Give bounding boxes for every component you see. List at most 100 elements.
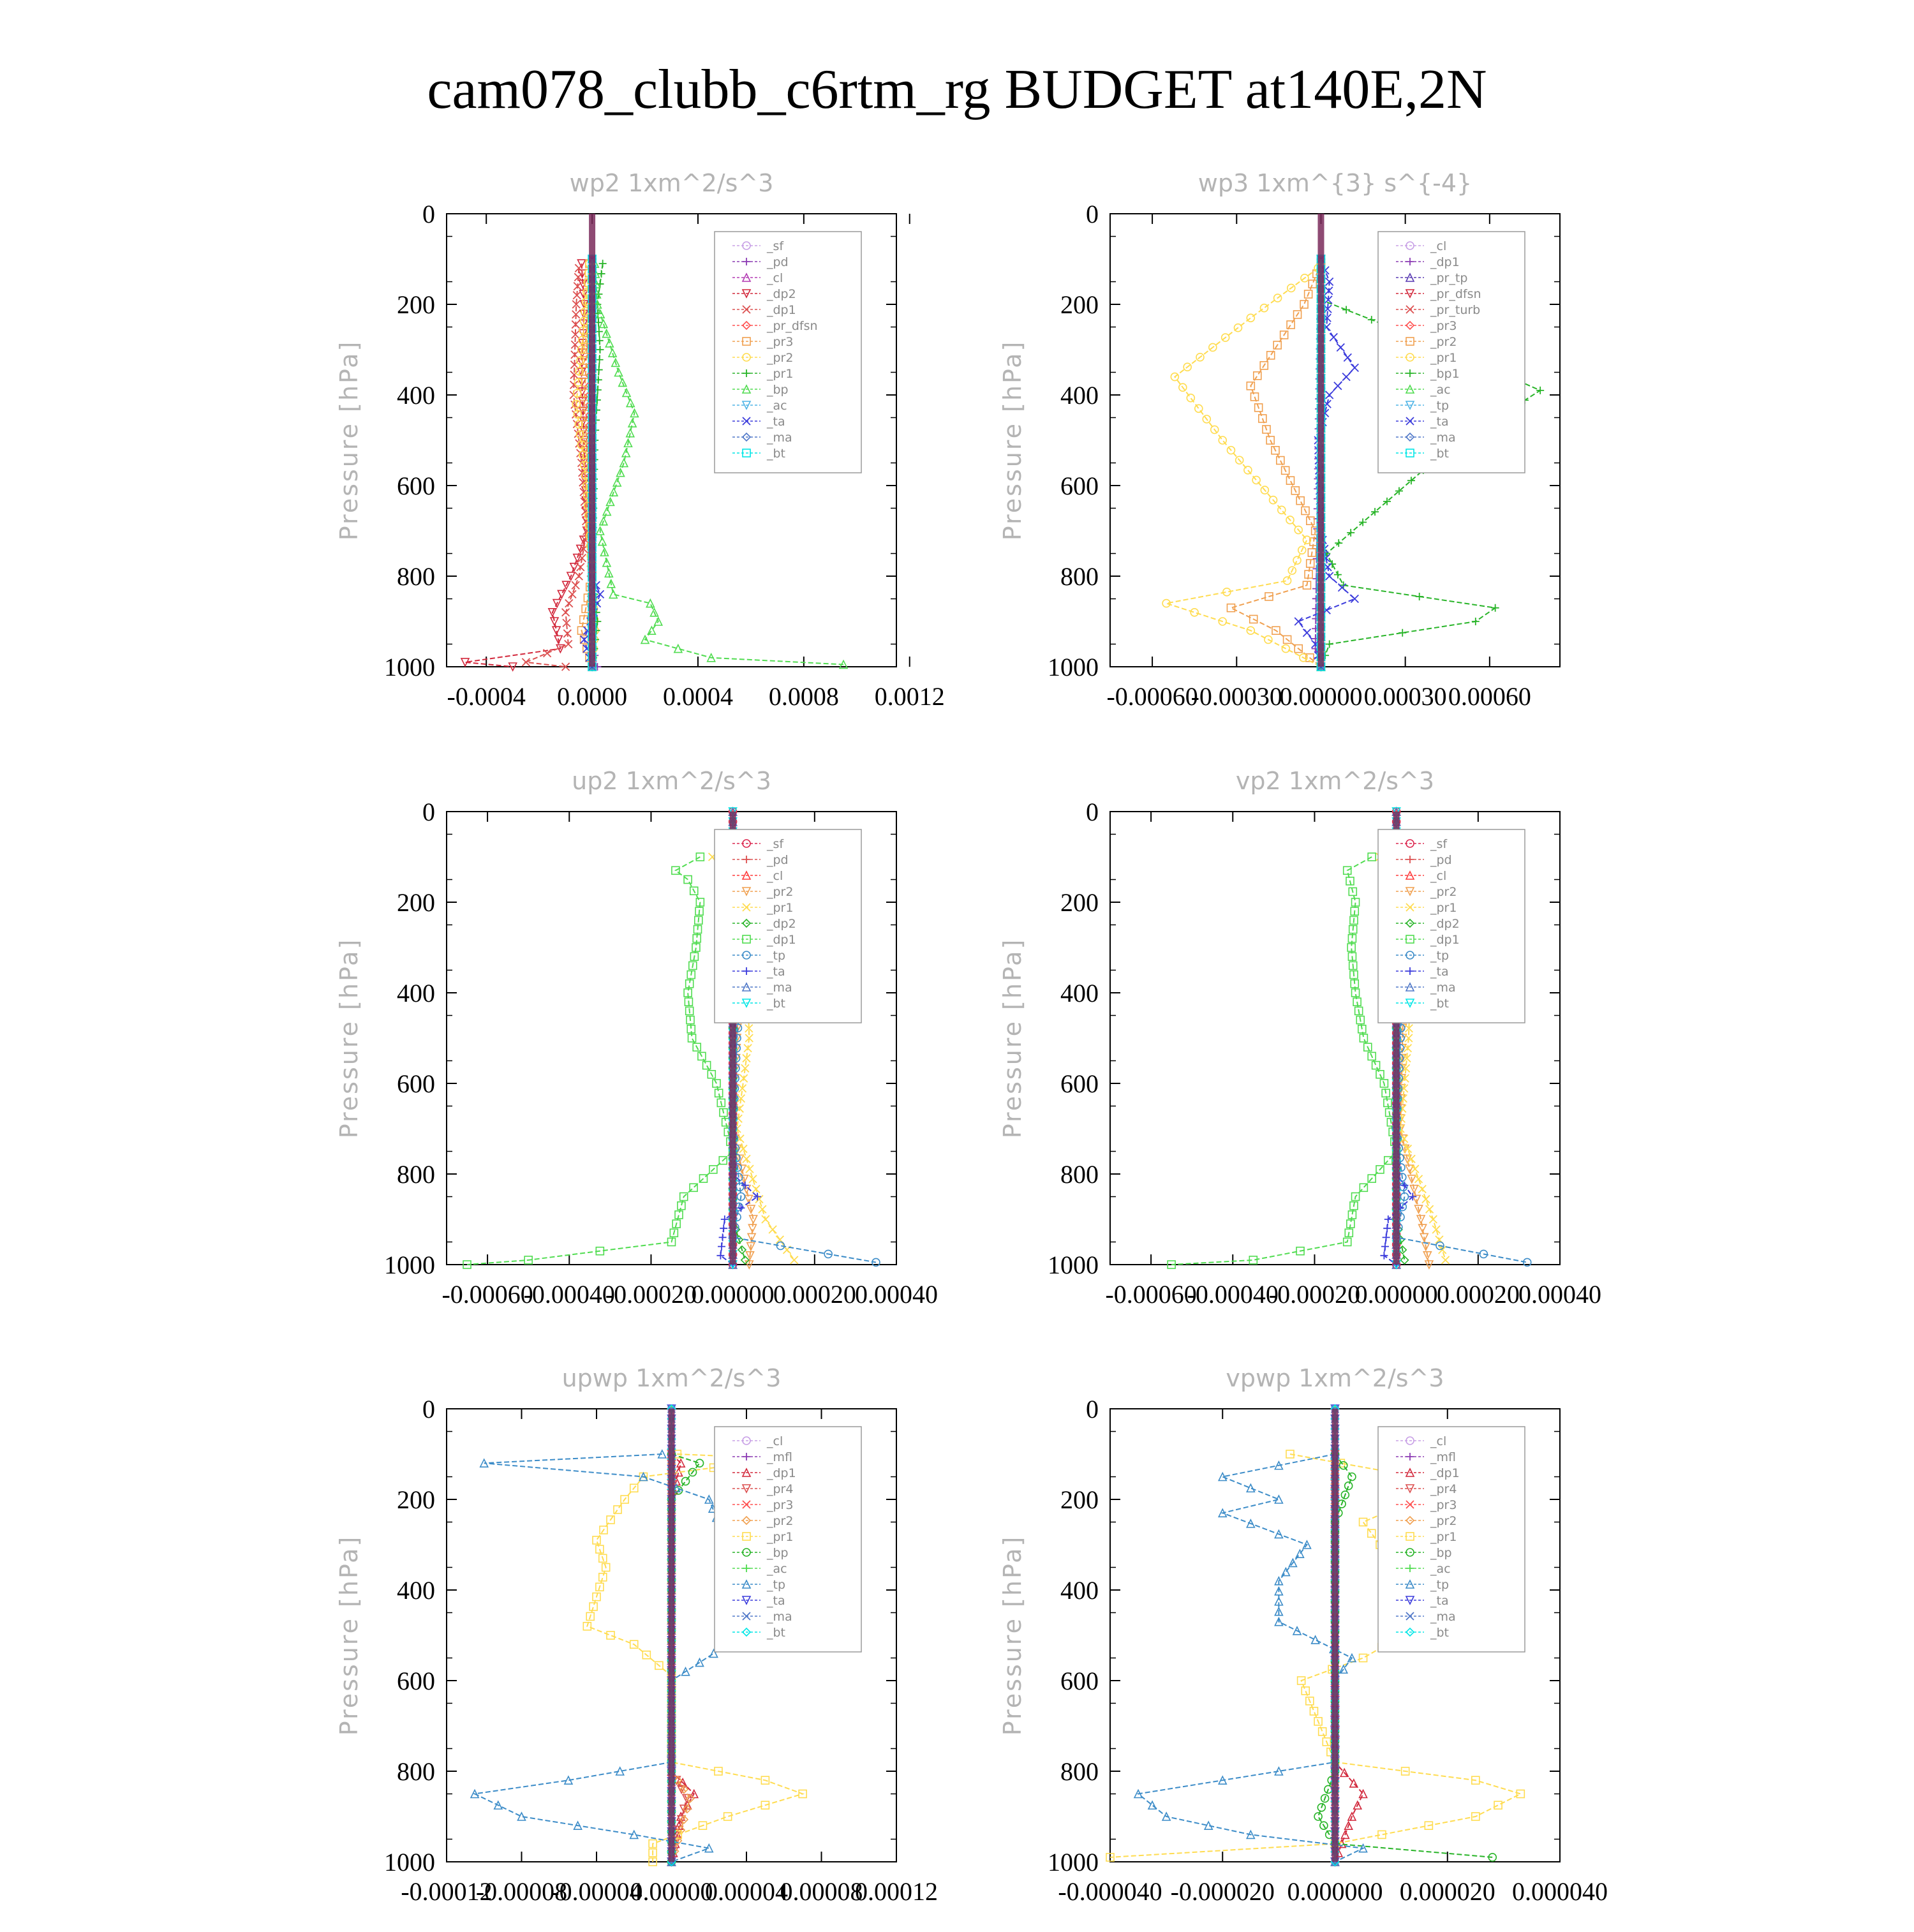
data-point [517,1811,526,1821]
series-dp1 [521,264,591,671]
y-axis-label: Pressure [hPa] [998,340,1027,541]
data-point [1367,1051,1376,1061]
data-point [642,1650,651,1660]
legend-marker [1406,417,1414,426]
data-point [760,1801,770,1810]
legend-marker [743,967,750,975]
data-point [1384,1215,1392,1223]
data-point [1403,1044,1413,1053]
data-point [736,1094,746,1103]
data-point [1235,456,1244,465]
legend-entry: _bp [766,383,789,397]
data-point [1286,516,1295,524]
data-point [1286,283,1296,293]
legend-marker [742,935,751,944]
legend: _sf _pd _cl _dp2 _dp1 _pr_dfsn _pr3 _pr2 _pr1 _bp… [714,231,862,473]
y-tick-label: 0 [422,1395,435,1423]
data-point [562,618,571,628]
legend-entry: _ta [766,415,785,429]
legend-marker [1405,272,1415,282]
legend-entry: _pr4 [766,1482,793,1496]
data-point [1395,487,1403,495]
data-point [1347,1653,1357,1663]
data-point [1254,403,1263,412]
data-point [614,367,623,377]
data-point [1286,320,1295,329]
data-point [1414,1175,1423,1184]
data-point [602,506,612,516]
data-point [689,1183,698,1193]
legend-marker [1405,289,1415,299]
data-point [1314,1717,1323,1726]
legend-entry: _ma [1430,431,1456,445]
legend-entry: _ac [766,1562,787,1576]
data-point [524,1256,533,1265]
data-point [1428,1215,1437,1224]
data-point [595,1582,604,1592]
legend-entry: _pr2 [1430,885,1457,899]
legend-entry: _bt [766,447,785,461]
data-point [685,979,694,988]
data-point [649,607,659,617]
data-point [712,1079,721,1088]
legend-entry: _ac [1430,1562,1451,1576]
data-point [1347,1472,1356,1482]
data-point [1302,535,1312,545]
y-tick-label: 0 [422,200,435,228]
legend-marker [1406,967,1414,975]
data-point [667,1237,676,1247]
data-point [1471,618,1480,625]
data-point [625,398,635,408]
data-point [547,608,558,618]
data-point [688,1468,697,1477]
data-point [1300,300,1309,309]
legend-marker [1406,337,1414,346]
data-point [1346,877,1354,886]
zero-profile-stack [1393,812,1400,1265]
data-point [1161,1811,1171,1821]
legend-entry: _tp [1430,949,1449,963]
legend-marker [742,1436,751,1445]
data-point [1274,1576,1284,1586]
data-point [479,1458,489,1468]
data-point [1303,290,1313,299]
data-point [695,1459,704,1468]
x-tick-label: -0.00008 [476,1877,567,1906]
data-point [745,1034,753,1043]
legend-entry: _pr1 [1430,351,1457,365]
y-tick-label: 600 [397,1069,435,1098]
data-point [1349,1778,1359,1788]
data-point [586,1612,595,1621]
legend-entry: _pr1 [1430,1530,1457,1544]
data-point [563,629,572,638]
legend-marker [1406,449,1414,457]
data-point [1359,1183,1369,1193]
legend: _sf _pd _cl _pr2 _pr1 _dp2 _dp1 _tp _ta _ma _bt [1377,829,1525,1023]
legend-marker [742,449,751,457]
data-point [1359,518,1367,526]
data-point [646,598,655,608]
data-point [1286,1450,1295,1459]
data-point [1419,1233,1429,1243]
series-pr1 [1162,264,1326,671]
data-point [1299,653,1308,662]
data-point [748,1175,757,1184]
data-point [595,526,605,535]
data-point [669,1228,679,1238]
data-point [1305,559,1315,568]
legend-entry: _ta [1430,1594,1449,1608]
y-tick-label: 200 [397,888,435,917]
series-ta [1294,255,1359,671]
data-point [578,450,588,459]
data-point [1252,475,1261,485]
legend: _cl _mfl _dp1 _pr4 _pr3 _pr2 _pr1 _bp _ac _tp _ta _… [714,1426,862,1653]
data-point [1226,603,1236,613]
data-point [549,617,560,627]
data-point [1243,466,1252,475]
data-point [1246,1829,1256,1839]
data-point [768,1225,777,1234]
data-point [1292,1626,1302,1635]
data-point [620,1495,629,1504]
data-point [1280,466,1290,475]
legend-marker [1405,432,1415,442]
